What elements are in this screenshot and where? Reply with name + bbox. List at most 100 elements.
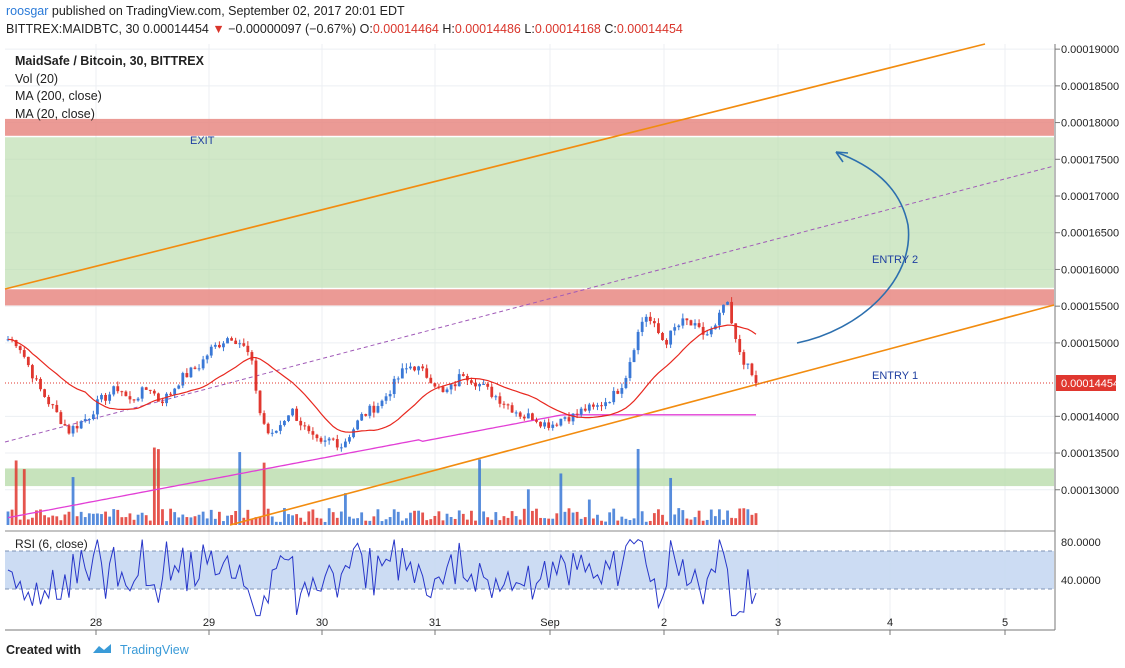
- volume-bar: [616, 520, 620, 525]
- candle-body: [376, 406, 380, 413]
- candle-body: [409, 366, 412, 369]
- candle-body: [482, 383, 486, 385]
- candle-body: [319, 438, 323, 442]
- candle-body: [750, 363, 754, 376]
- candle-body: [640, 321, 644, 332]
- time-tick-label: 29: [203, 617, 215, 629]
- exit-label[interactable]: EXIT: [190, 135, 215, 147]
- candle-body: [494, 396, 498, 398]
- candle-body: [315, 434, 319, 439]
- volume-bar: [128, 513, 132, 525]
- candle-body: [457, 374, 461, 387]
- price-axis[interactable]: 0.00019000 0.00018500 0.00018000 0.00017500…: [1055, 44, 1119, 497]
- price-tick-label: 0.00013000: [1061, 485, 1119, 497]
- arrow-head-icon: [835, 151, 849, 163]
- candle-body: [636, 331, 640, 351]
- candle-body: [287, 415, 290, 421]
- candle-body: [429, 377, 433, 384]
- legend-ma200[interactable]: MA (200, close): [15, 89, 102, 103]
- volume-bar: [547, 518, 551, 525]
- candle-body: [193, 367, 197, 369]
- candle-body: [242, 343, 246, 346]
- ma200-line: [7, 414, 756, 519]
- time-axis[interactable]: 28 29 30 31 Sep 2 3 4 5: [90, 617, 1008, 635]
- candle-body: [400, 368, 404, 379]
- volume-bar: [384, 519, 388, 525]
- volume-bar: [291, 515, 294, 525]
- candle-body: [112, 386, 116, 395]
- volume-bar: [421, 512, 425, 525]
- candle-body: [612, 390, 616, 403]
- volume-bar: [551, 518, 555, 525]
- volume-bar: [209, 509, 213, 525]
- volume-bar: [730, 517, 734, 525]
- volume-bar: [258, 516, 262, 525]
- volume-bar: [222, 521, 225, 525]
- volume-bar: [165, 521, 168, 525]
- curved-arrow[interactable]: [796, 151, 910, 344]
- tradingview-logo-icon[interactable]: [91, 643, 113, 658]
- upper-trend-line[interactable]: [4, 43, 986, 290]
- price-tag-text: 0.00014454: [1061, 378, 1119, 390]
- candle-body: [124, 391, 128, 397]
- volume-bar: [429, 519, 433, 525]
- entry2-label[interactable]: ENTRY 2: [872, 254, 918, 266]
- entry1-label[interactable]: ENTRY 1: [872, 370, 918, 382]
- volume-bar: [213, 518, 217, 525]
- legend-title[interactable]: MaidSafe / Bitcoin, 30, BITTREX: [15, 54, 204, 68]
- candle-body: [620, 388, 624, 394]
- volume-bar: [705, 519, 709, 525]
- volume-bar: [742, 508, 746, 525]
- rsi-legend[interactable]: RSI (6, close): [15, 537, 88, 551]
- volume-bar: [486, 517, 490, 525]
- volume-bar: [579, 518, 583, 525]
- candle-body: [144, 387, 148, 390]
- volume-bar: [339, 511, 343, 525]
- volume-bar: [319, 518, 323, 525]
- price-tick-label: 0.00016000: [1061, 264, 1119, 276]
- author-link[interactable]: roosgar: [6, 4, 49, 18]
- candle-body: [575, 413, 579, 415]
- volume-bar: [140, 512, 144, 525]
- candle-body: [722, 304, 725, 313]
- volume-bar: [262, 462, 266, 525]
- candle-body: [55, 404, 59, 413]
- tradingview-link[interactable]: TradingView: [119, 643, 189, 657]
- candle-body: [608, 402, 612, 404]
- candle-body: [604, 402, 607, 407]
- symbol-label: BITTREX:MAIDBTC, 30: [6, 22, 140, 36]
- time-tick-label: 3: [775, 617, 781, 629]
- volume-bar: [685, 518, 689, 525]
- legend-ma20[interactable]: MA (20, close): [15, 106, 95, 121]
- candle-body: [274, 430, 278, 433]
- candle-body: [140, 387, 144, 399]
- candle-body: [726, 301, 729, 305]
- open-value: 0.00014464: [372, 22, 439, 36]
- open-label: O:: [359, 22, 373, 36]
- candle-body: [47, 396, 51, 405]
- time-tick-label: 5: [1002, 617, 1008, 629]
- volume-bar: [104, 511, 107, 525]
- volume-bar: [283, 508, 286, 525]
- legend-vol[interactable]: Vol (20): [15, 71, 59, 86]
- volume-bar: [51, 515, 55, 525]
- candle-body: [299, 420, 303, 426]
- candle-body: [91, 414, 95, 420]
- candle-body: [234, 340, 238, 345]
- volume-bar: [526, 489, 530, 525]
- volume-bar: [67, 511, 71, 525]
- mid-dashed-trend-line[interactable]: [4, 165, 1055, 443]
- time-tick-label: Sep: [540, 617, 560, 629]
- candle-body: [108, 394, 112, 401]
- volume-bar: [83, 517, 87, 525]
- candle-body: [543, 422, 547, 427]
- volume-bar: [193, 516, 197, 525]
- candle-body: [396, 378, 400, 380]
- volume-bar: [441, 520, 445, 525]
- volume-bar: [22, 469, 26, 525]
- candle-body: [157, 393, 160, 402]
- volume-bar: [108, 516, 112, 525]
- candle-body: [701, 326, 705, 335]
- candle-body: [35, 378, 38, 380]
